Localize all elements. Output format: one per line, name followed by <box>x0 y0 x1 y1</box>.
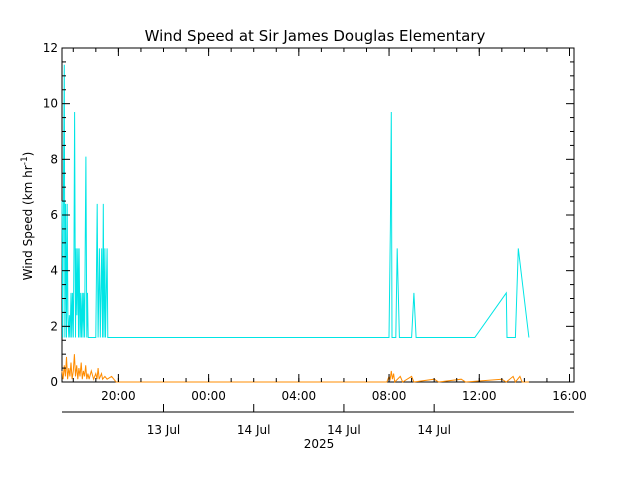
y-axis-label-close: ) <box>21 152 35 157</box>
plot-frame <box>61 47 575 383</box>
date-tick-label: 14 Jul <box>237 423 271 437</box>
x-tick-label: 16:00 <box>552 389 587 403</box>
x-tick-label: 20:00 <box>101 389 136 403</box>
date-tick-label: 14 Jul <box>417 423 451 437</box>
x-tick-label: 00:00 <box>191 389 226 403</box>
y-tick-label: 0 <box>50 375 58 389</box>
y-axis-label-main: Wind Speed (km hr <box>21 165 35 280</box>
y-tick-label: 12 <box>43 41 58 55</box>
y-tick-label: 2 <box>50 319 58 333</box>
x-axis-year-label: 2025 <box>304 437 335 451</box>
date-tick-label: 13 Jul <box>147 423 181 437</box>
y-tick-label: 4 <box>50 264 58 278</box>
x-tick-label: 04:00 <box>282 389 317 403</box>
y-axis-label: Wind Speed (km hr-1) <box>20 152 35 281</box>
y-tick-label: 6 <box>50 208 58 222</box>
x-tick-label: 12:00 <box>462 389 497 403</box>
x-tick-label: 08:00 <box>372 389 407 403</box>
y-axis: 0 2 4 6 8 10 12 <box>43 41 574 389</box>
y-tick-label: 10 <box>43 97 58 111</box>
x-axis: 20:00 00:00 04:00 08:00 12:00 16:00 13 Jul 14 J… <box>72 48 587 437</box>
y-tick-label: 8 <box>50 152 58 166</box>
date-tick-label: 14 Jul <box>327 423 361 437</box>
series-layer <box>61 64 530 384</box>
series-line-1 <box>61 354 529 384</box>
series-line-0 <box>61 64 530 338</box>
y-axis-label-sup: -1 <box>20 156 30 165</box>
chart-title: Wind Speed at Sir James Douglas Elementa… <box>145 27 486 45</box>
